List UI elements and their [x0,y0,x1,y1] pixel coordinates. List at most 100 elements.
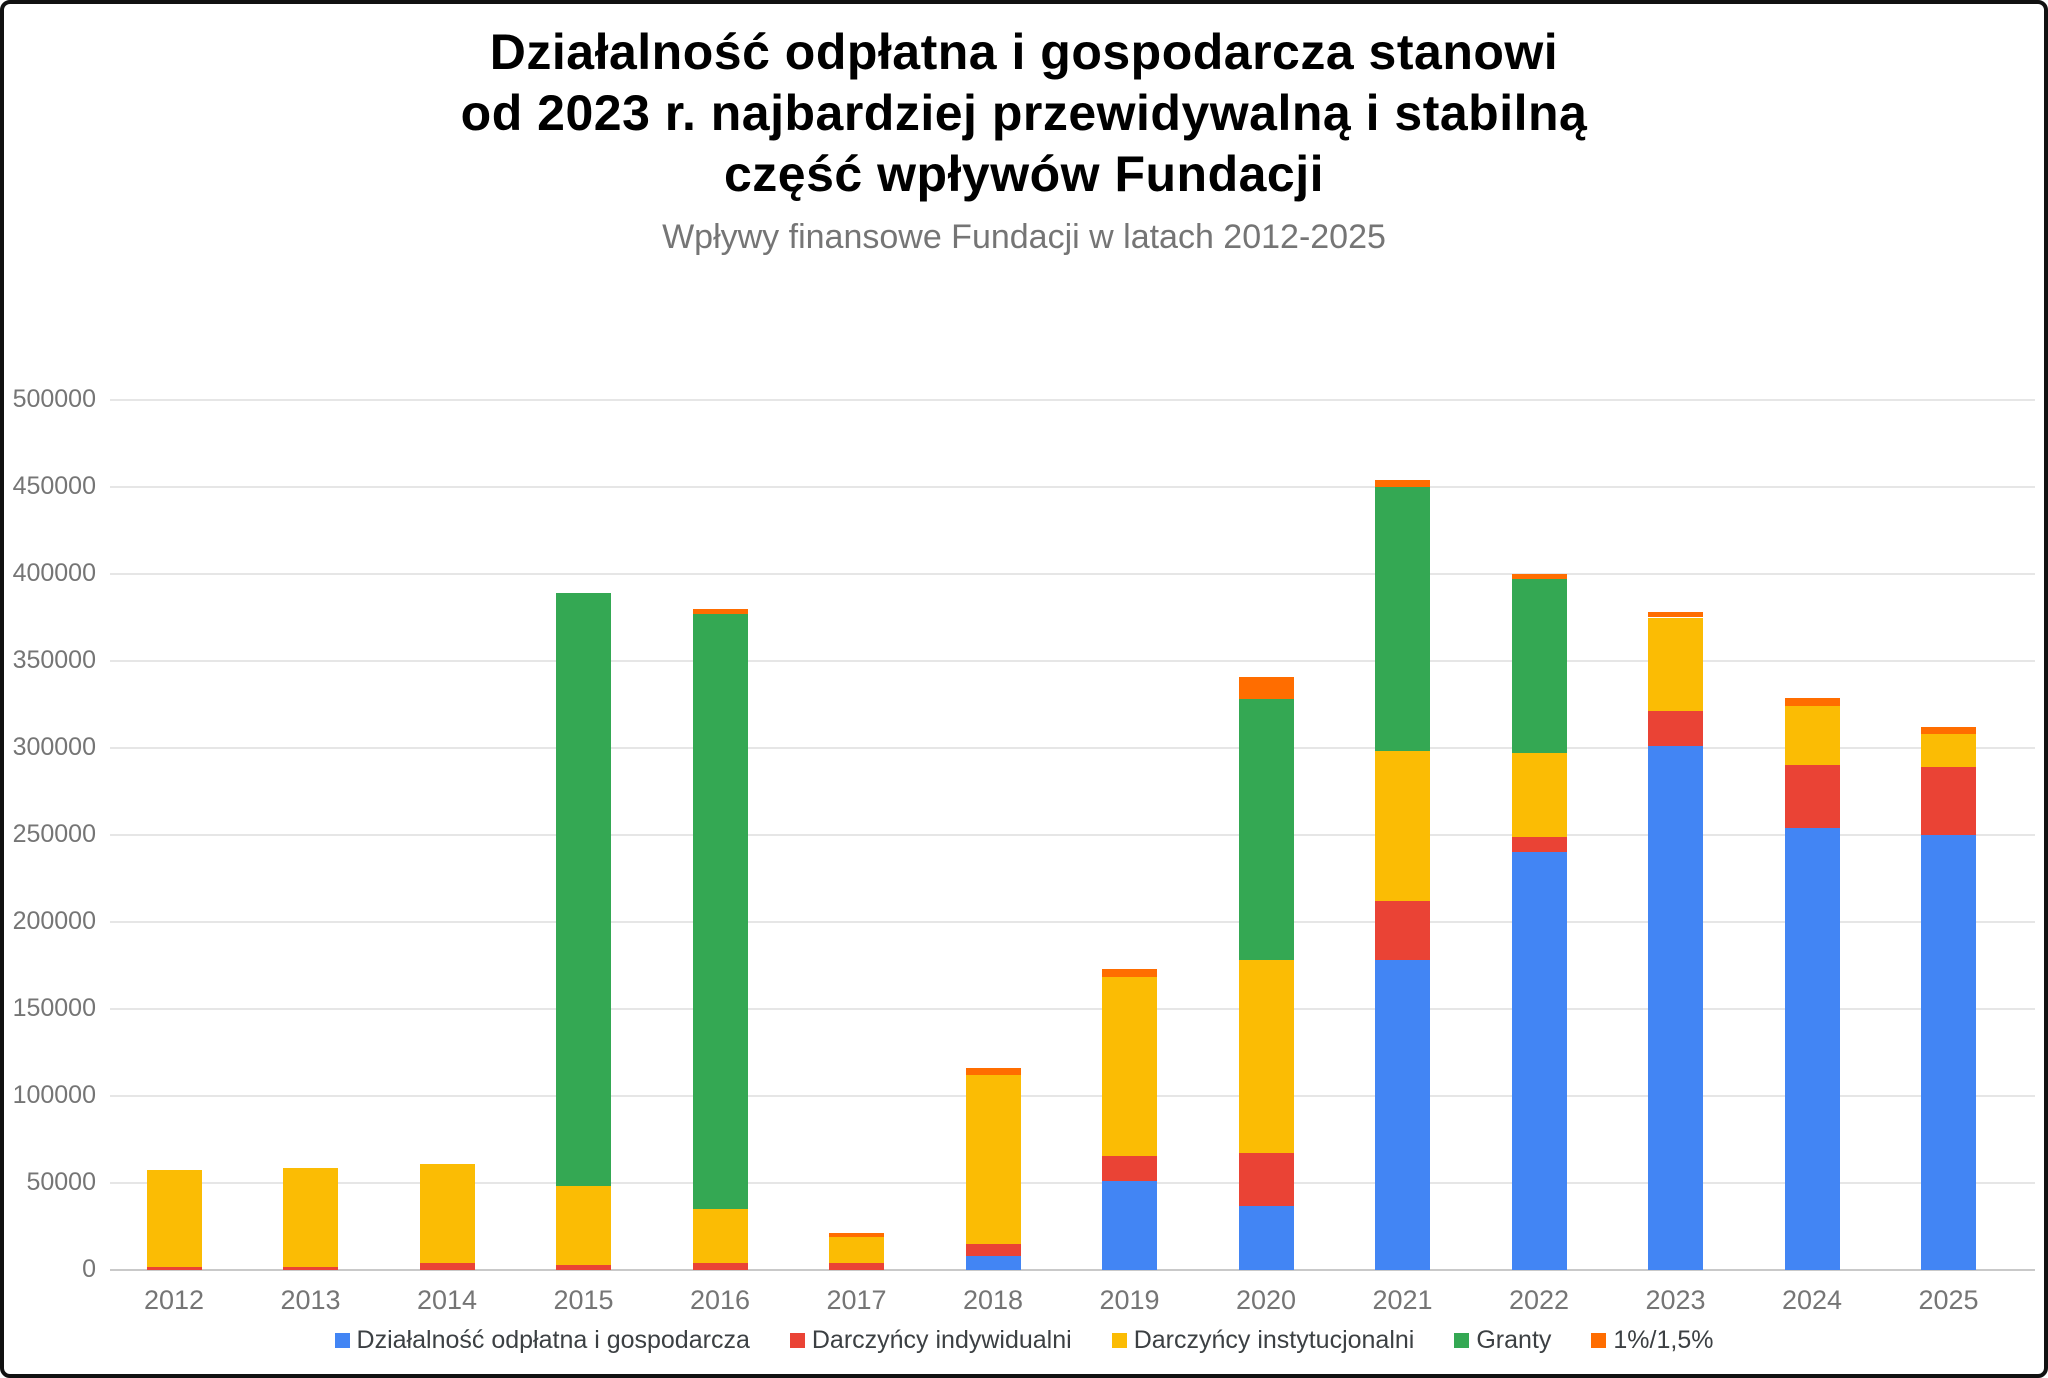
y-axis-tick-200000: 200000 [12,907,96,935]
gridline-200000 [110,921,2035,923]
bar-segment-2022-Granty [1511,579,1567,754]
bar-segment-2021-Granty [1375,487,1430,752]
y-axis-tick-300000: 300000 [12,733,96,761]
y-axis-tick-450000: 450000 [12,472,96,500]
x-axis-tick-2015: 2015 [553,1285,614,1315]
legend-item-Działalność odpłatna i gospodarcza: Działalność odpłatna i gospodarcza [334,1326,750,1355]
bar-segment-2018-Działalność odpłatna i gospodarcza [965,1256,1021,1270]
bar-segment-2025-Działalność odpłatna i gospodarcza [1921,835,1976,1270]
legend-label: 1%/1,5% [1613,1326,1714,1354]
legend-item-Darczyńcy instytucjonalni: Darczyńcy instytucjonalni [1111,1326,1415,1355]
bar-segment-2021-1%/1,5% [1375,480,1430,487]
bar-segment-2023-Darczyńcy indywidualni [1648,711,1703,747]
legend-swatch-icon [1454,1333,1470,1348]
x-axis-tick-2024: 2024 [1781,1285,1843,1315]
bar-segment-2016-1%/1,5% [692,608,748,615]
gridline-250000 [110,834,2035,836]
y-axis-tick-400000: 400000 [12,559,96,587]
bar-segment-2014-Darczyńcy instytucjonalni [419,1163,475,1264]
legend-label: Darczyńcy indywidualni [811,1326,1072,1354]
x-axis-tick-2020: 2020 [1235,1285,1297,1315]
bar-segment-2024-1%/1,5% [1784,697,1840,707]
bar-segment-2019-1%/1,5% [1102,968,1157,977]
gridline-450000 [110,486,2035,488]
bar-segment-2021-Darczyńcy indywidualni [1375,901,1430,961]
x-axis-tick-2021: 2021 [1372,1285,1433,1315]
bar-segment-2018-Darczyńcy indywidualni [965,1243,1021,1257]
gridline-400000 [110,573,2035,575]
x-axis-tick-2022: 2022 [1508,1285,1570,1315]
gridline-350000 [110,660,2035,662]
bar-segment-2016-Granty [692,614,748,1210]
bar-segment-2020-1%/1,5% [1238,676,1294,700]
bar-segment-2020-Darczyńcy instytucjonalni [1238,960,1294,1154]
bar-segment-2022-1%/1,5% [1511,574,1567,580]
bar-segment-2022-Działalność odpłatna i gospodarcza [1511,852,1567,1270]
bar-segment-2023-Działalność odpłatna i gospodarcza [1648,746,1703,1270]
bar-segment-2017-Darczyńcy instytucjonalni [829,1236,884,1264]
bar-segment-2025-1%/1,5% [1921,727,1976,735]
legend-item-1%/1,5%: 1%/1,5% [1591,1326,1713,1355]
x-axis-tick-2017: 2017 [826,1285,887,1315]
bar-segment-2013-Darczyńcy indywidualni [283,1266,338,1270]
y-axis-tick-100000: 100000 [12,1081,96,1109]
x-axis-tick-2016: 2016 [689,1285,751,1315]
bar-segment-2012-Darczyńcy indywidualni [146,1267,202,1270]
y-axis-tick-350000: 350000 [12,646,96,674]
bar-segment-2015-Darczyńcy instytucjonalni [556,1186,611,1265]
bar-segment-2015-Granty [556,593,611,1187]
bar-segment-2021-Darczyńcy instytucjonalni [1375,751,1430,902]
bar-segment-2012-Darczyńcy instytucjonalni [146,1169,202,1268]
bar-segment-2019-Darczyńcy instytucjonalni [1102,976,1157,1157]
bar-segment-2018-1%/1,5% [965,1068,1021,1076]
y-axis-tick-150000: 150000 [12,994,96,1022]
legend: Działalność odpłatna i gospodarcza Darczy… [0,1326,2048,1355]
x-axis-tick-2018: 2018 [962,1285,1024,1315]
legend-label: Darczyńcy instytucjonalni [1133,1326,1415,1354]
gridline-0 [110,1269,2035,1271]
bar-segment-2023-1%/1,5% [1648,612,1703,618]
bar-segment-2016-Darczyńcy indywidualni [692,1263,748,1270]
gridline-150000 [110,1008,2035,1010]
bar-segment-2017-Darczyńcy indywidualni [829,1263,884,1270]
chart-title: Działalność odpłatna i gospodarcza stano… [460,24,1588,202]
legend-swatch-icon [789,1333,805,1348]
bar-segment-2024-Darczyńcy instytucjonalni [1784,706,1840,766]
legend-item-Granty: Granty [1454,1326,1551,1355]
bar-segment-2022-Darczyńcy instytucjonalni [1511,753,1567,837]
bar-segment-2015-Darczyńcy indywidualni [556,1264,611,1270]
x-axis-tick-2014: 2014 [416,1285,478,1315]
gridline-100000 [110,1095,2035,1097]
y-axis-tick-250000: 250000 [12,820,96,848]
x-axis-tick-2023: 2023 [1645,1285,1706,1315]
bar-segment-2019-Działalność odpłatna i gospodarcza [1102,1181,1157,1270]
x-axis-tick-2025: 2025 [1918,1285,1979,1315]
bar-segment-2017-1%/1,5% [829,1232,884,1237]
x-axis-tick-2012: 2012 [143,1285,205,1315]
y-axis-tick-500000: 500000 [12,385,96,413]
bar-segment-2020-Darczyńcy indywidualni [1238,1153,1294,1206]
bar-segment-2020-Granty [1238,699,1294,961]
chart-subtitle: Wpływy finansowe Fundacji w latach 2012-… [662,218,1386,256]
bar-segment-2019-Darczyńcy indywidualni [1102,1156,1157,1182]
legend-label: Granty [1476,1326,1552,1354]
legend-swatch-icon [1111,1333,1127,1348]
bar-segment-2025-Darczyńcy indywidualni [1921,767,1976,835]
bar-segment-2024-Działalność odpłatna i gospodarcza [1784,828,1840,1270]
bar-segment-2020-Działalność odpłatna i gospodarcza [1238,1205,1294,1270]
bar-segment-2016-Darczyńcy instytucjonalni [692,1209,748,1264]
y-axis-tick-0: 0 [82,1255,96,1283]
bar-segment-2014-Darczyńcy indywidualni [419,1263,475,1270]
gridline-300000 [110,747,2035,749]
bar-segment-2024-Darczyńcy indywidualni [1784,765,1840,829]
x-axis-tick-2019: 2019 [1099,1285,1160,1315]
x-axis-tick-2013: 2013 [280,1285,341,1315]
legend-item-Darczyńcy indywidualni: Darczyńcy indywidualni [789,1326,1072,1355]
bar-segment-2021-Działalność odpłatna i gospodarcza [1375,960,1430,1270]
legend-swatch-icon [1591,1333,1607,1348]
bar-segment-2022-Darczyńcy indywidualni [1511,836,1567,853]
bar-segment-2018-Darczyńcy instytucjonalni [965,1075,1021,1244]
bar-segment-2025-Darczyńcy instytucjonalni [1921,734,1976,768]
